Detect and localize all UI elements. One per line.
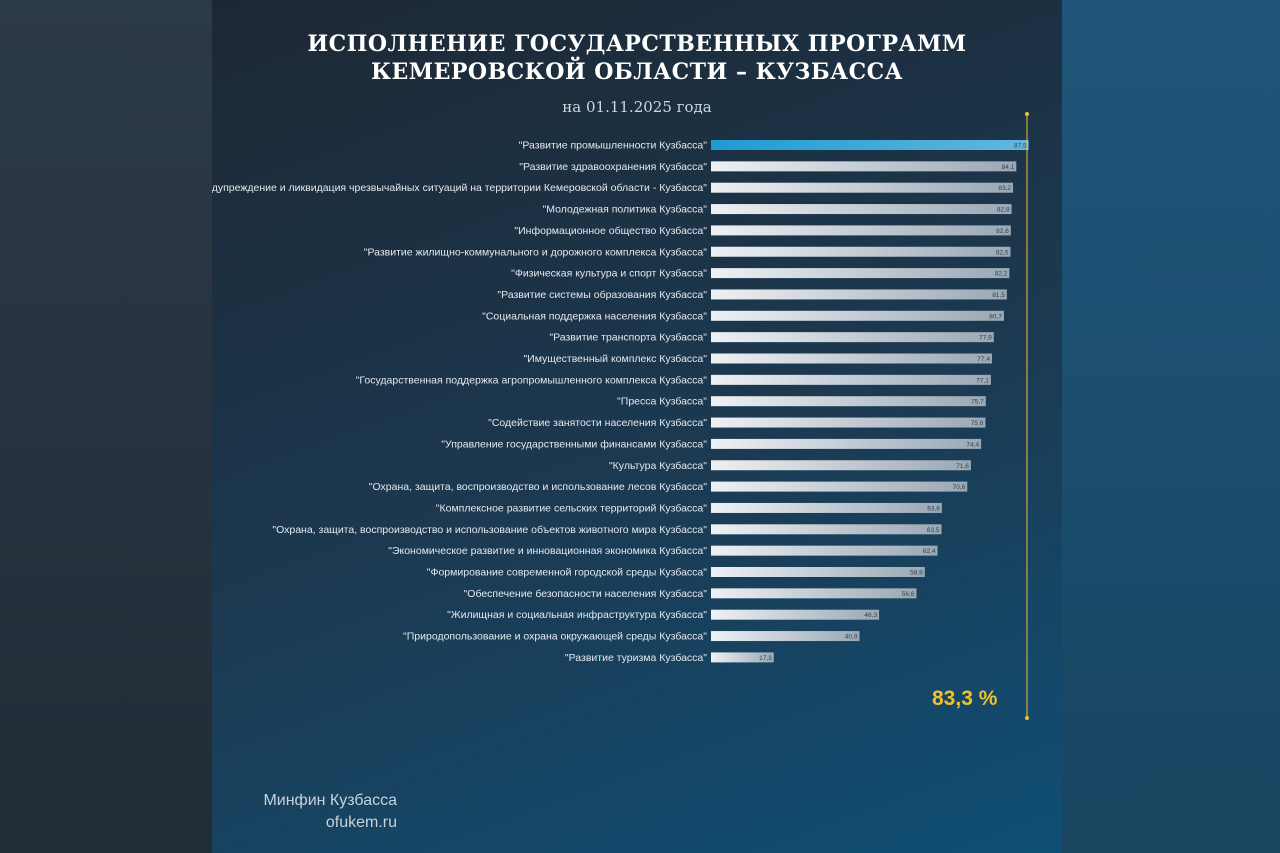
value-label: 40,9	[845, 634, 858, 641]
category-label: "Культура Кузбасса"	[609, 460, 707, 472]
bar	[711, 567, 925, 577]
bar	[711, 161, 1017, 172]
title-line-1: ИСПОЛНЕНИЕ ГОСУДАРСТВЕННЫХ ПРОГРАММ	[307, 31, 967, 57]
bar	[711, 396, 986, 407]
value-label: 87,5	[1014, 143, 1027, 150]
date-subtitle: на 01.11.2025 года	[562, 98, 712, 116]
category-label: "Природопользование и охрана окружающей …	[403, 631, 707, 643]
page-title: ИСПОЛНЕНИЕ ГОСУДАРСТВЕННЫХ ПРОГРАММ КЕМЕ…	[212, 30, 1062, 86]
category-label: "Государственная поддержка агропромышлен…	[356, 374, 708, 386]
bar	[711, 417, 986, 428]
bar	[711, 481, 968, 492]
bar	[711, 140, 1029, 150]
category-label: "Социальная поддержка населения Кузбасса…	[482, 310, 707, 322]
bar	[711, 502, 942, 513]
value-label: 56,6	[902, 591, 915, 598]
value-label: 46,3	[864, 612, 877, 619]
bar	[711, 609, 880, 620]
bar	[711, 460, 971, 471]
category-label: "Экономическое развитие и инновационная …	[388, 545, 707, 557]
bar	[711, 524, 942, 535]
value-label: 81,5	[992, 292, 1005, 299]
left-background	[0, 0, 212, 853]
bar	[711, 438, 982, 449]
value-label: 82,6	[996, 228, 1009, 235]
title-line-2: КЕМЕРОВСКОЙ ОБЛАСТИ – КУЗБАССА	[370, 59, 904, 85]
bar	[711, 374, 991, 385]
value-label: 82,8	[997, 207, 1010, 214]
value-label: 63,6	[927, 505, 940, 512]
value-label: 74,4	[966, 441, 979, 448]
category-label: "Развитие туризма Кузбасса"	[565, 652, 707, 664]
category-label: "Имущественный комплекс Кузбасса"	[523, 353, 707, 365]
category-label: "Охрана, защита, воспроизводство и испол…	[369, 481, 707, 493]
credits: Минфин Кузбасса ofukem.ru	[242, 790, 397, 834]
value-label: 75,7	[971, 399, 984, 406]
category-label: "Информационное общество Кузбасса"	[514, 225, 707, 237]
value-label: 63,5	[927, 527, 940, 534]
bar	[711, 182, 1014, 193]
bar	[711, 310, 1004, 321]
category-label: "Развитие системы образования Кузбасса"	[497, 289, 707, 301]
value-label: 84,1	[1002, 164, 1015, 171]
bar	[711, 588, 917, 599]
category-label: "Развитие промышленности Кузбасса"	[519, 140, 708, 152]
total-marker-dot-top	[1025, 112, 1029, 116]
category-label: "Пресса Кузбасса"	[617, 396, 707, 408]
category-label: "Охрана, защита, воспроизводство и испол…	[272, 524, 707, 536]
bar	[711, 289, 1007, 300]
category-label: "Содействие занятости населения Кузбасса…	[488, 417, 707, 429]
bar	[711, 545, 938, 556]
bar	[711, 652, 774, 663]
value-label: 77,9	[979, 335, 992, 342]
category-label: "Обеспечение безопасности населения Кузб…	[464, 588, 708, 600]
bar	[711, 268, 1010, 279]
category-label: "Молодежная политика Кузбасса"	[543, 204, 708, 216]
category-label: "Предупреждение и ликвидация чрезвычайны…	[212, 182, 707, 194]
total-percentage: 83,3 %	[932, 687, 998, 710]
value-label: 82,5	[996, 249, 1009, 256]
value-label: 58,9	[910, 570, 923, 577]
bar	[711, 225, 1011, 236]
value-label: 80,7	[989, 313, 1002, 320]
infographic-panel: ИСПОЛНЕНИЕ ГОСУДАРСТВЕННЫХ ПРОГРАММ КЕМЕ…	[212, 0, 1062, 853]
category-label: "Физическая культура и спорт Кузбасса"	[511, 268, 707, 280]
bar	[711, 353, 992, 364]
category-label: "Формирование современной городской сред…	[427, 567, 708, 579]
category-label: "Развитие транспорта Кузбасса"	[549, 332, 707, 344]
value-label: 77,4	[977, 356, 990, 363]
value-label: 75,6	[971, 420, 984, 427]
value-label: 70,6	[953, 484, 966, 491]
category-label: "Развитие жилищно-коммунального и дорожн…	[364, 246, 708, 258]
bar	[711, 246, 1011, 257]
category-label: "Комплексное развитие сельских территори…	[436, 502, 707, 514]
value-label: 77,1	[976, 377, 989, 384]
credit-source: Минфин Кузбасса	[263, 792, 397, 809]
category-label: "Жилищная и социальная инфраструктура Ку…	[447, 609, 707, 621]
bar	[711, 204, 1012, 215]
value-label: 71,6	[956, 463, 969, 470]
right-background	[1062, 0, 1280, 853]
category-label: "Управление государственными финансами К…	[441, 438, 707, 450]
value-label: 17,3	[759, 655, 772, 662]
total-marker-dot-bottom	[1025, 716, 1029, 720]
value-label: 82,2	[995, 271, 1008, 278]
credit-site: ofukem.ru	[325, 814, 397, 831]
bar	[711, 631, 860, 642]
bar	[711, 332, 994, 343]
bar-chart: "Развитие промышленности Кузбасса" 87,5 "Р…	[212, 112, 1029, 720]
value-label: 62,4	[923, 548, 936, 555]
value-label: 83,2	[998, 185, 1011, 192]
category-label: "Развитие здравоохранения Кузбасса"	[519, 161, 707, 173]
